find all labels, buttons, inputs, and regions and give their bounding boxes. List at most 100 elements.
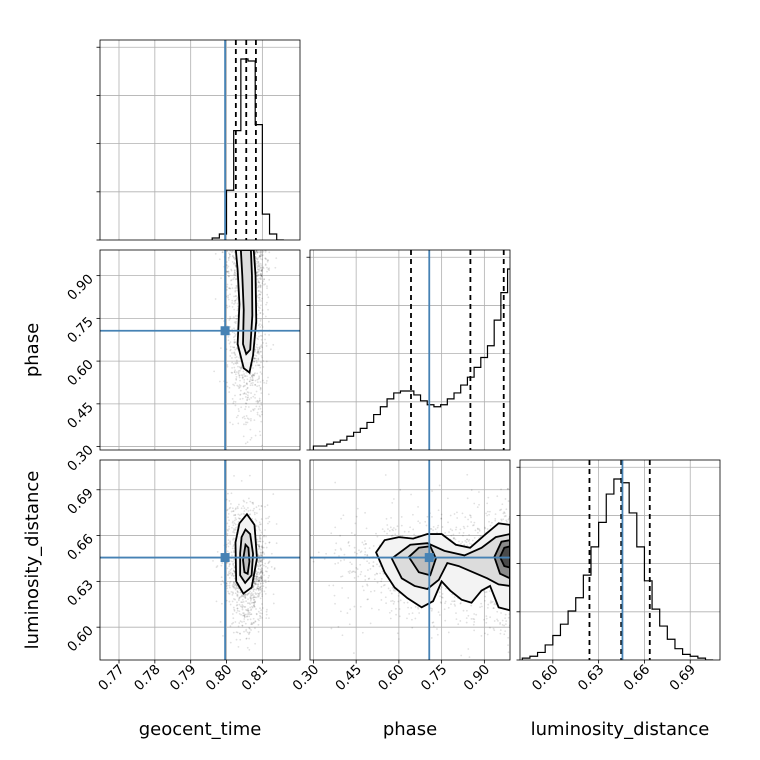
scatter-point (380, 580, 383, 583)
scatter-point (414, 535, 417, 538)
scatter-point (233, 587, 236, 589)
scatter-point (235, 583, 237, 586)
scatter-point (252, 593, 255, 596)
scatter-point (257, 504, 260, 507)
scatter-point (258, 537, 261, 540)
scatter-point (260, 545, 263, 548)
scatter-point (263, 590, 266, 593)
scatter-point (417, 606, 419, 609)
scatter-point (261, 282, 264, 284)
scatter-point (231, 357, 233, 359)
scatter-point (260, 575, 263, 578)
scatter-point (229, 506, 232, 509)
scatter-point (510, 546, 512, 548)
scatter-point (394, 533, 397, 536)
scatter-point (259, 597, 262, 600)
scatter-point (261, 573, 264, 575)
scatter-point (234, 508, 237, 511)
scatter-point (236, 584, 238, 587)
scatter-point (242, 614, 244, 617)
scatter-point (243, 614, 246, 617)
scatter-point (229, 421, 231, 424)
scatter-point (397, 594, 400, 597)
scatter-point (363, 543, 365, 546)
scatter-point (486, 510, 489, 513)
scatter-point (257, 331, 260, 334)
scatter-point (511, 587, 513, 589)
scatter-point (260, 577, 263, 580)
x-tick-label-luminosity_distance: 0.66 (621, 662, 654, 695)
scatter-point (260, 274, 263, 277)
scatter-point (253, 407, 256, 410)
scatter-point (513, 535, 515, 537)
scatter-point (225, 304, 228, 307)
scatter-point (258, 535, 261, 538)
scatter-point (256, 262, 259, 265)
scatter-point (258, 255, 261, 258)
scatter-point (257, 357, 260, 360)
scatter-point (231, 547, 234, 550)
scatter-point (372, 561, 375, 563)
scatter-point (239, 591, 242, 594)
scatter-point (248, 246, 250, 248)
scatter-point (462, 532, 465, 534)
scatter-point (247, 610, 250, 613)
scatter-point (492, 607, 495, 609)
scatter-point (244, 595, 247, 598)
scatter-point (502, 518, 505, 521)
scatter-point (480, 602, 483, 605)
scatter-point (257, 284, 260, 287)
scatter-point (256, 351, 259, 354)
scatter-point (236, 302, 239, 305)
scatter-point (233, 584, 236, 587)
scatter-point (245, 423, 247, 426)
scatter-point (248, 611, 251, 614)
scatter-point (246, 421, 249, 424)
scatter-point (260, 559, 262, 562)
scatter-point (258, 348, 260, 351)
scatter-point (260, 576, 263, 579)
scatter-point (512, 598, 514, 600)
scatter-point (513, 576, 515, 578)
scatter-point (241, 598, 244, 601)
scatter-point (259, 536, 261, 539)
scatter-point (259, 588, 262, 591)
scatter-point (259, 254, 261, 257)
scatter-point (462, 525, 465, 528)
scatter-point (234, 592, 237, 595)
scatter-point (488, 510, 491, 513)
scatter-point (243, 510, 246, 512)
scatter-point (255, 612, 258, 615)
scatter-point (399, 599, 402, 602)
scatter-point (251, 248, 253, 250)
scatter-point (227, 248, 229, 250)
scatter-point (264, 263, 267, 266)
scatter-point (258, 546, 260, 548)
scatter-point (253, 246, 255, 248)
scatter-point (226, 582, 228, 585)
scatter-point (258, 579, 261, 581)
scatter-point (252, 379, 254, 381)
scatter-point (246, 613, 249, 616)
scatter-point (235, 377, 238, 380)
scatter-point (406, 601, 409, 604)
scatter-point (258, 296, 261, 299)
scatter-point (513, 558, 515, 560)
scatter-point (513, 612, 515, 614)
scatter-point (244, 375, 247, 377)
scatter-point (245, 637, 248, 640)
scatter-point (261, 258, 264, 261)
scatter-point (231, 287, 234, 290)
scatter-point (233, 261, 236, 264)
scatter-point (240, 374, 243, 377)
scatter-point (339, 559, 342, 562)
scatter-point (257, 271, 260, 273)
scatter-point (256, 352, 259, 355)
scatter-point (256, 248, 258, 250)
scatter-point (511, 546, 513, 548)
scatter-point (238, 386, 241, 389)
scatter-point (250, 621, 253, 624)
scatter-point (256, 585, 259, 587)
scatter-point (512, 568, 514, 570)
scatter-point (239, 369, 241, 372)
